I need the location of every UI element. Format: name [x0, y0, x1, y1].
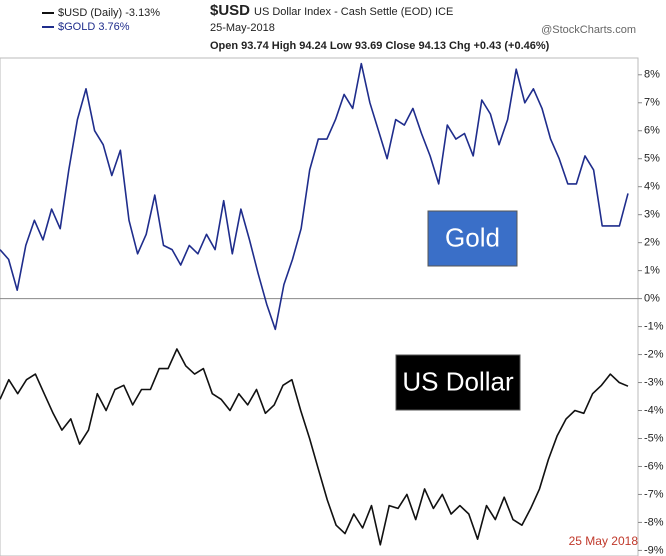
y-tick-label: 8%	[644, 69, 660, 81]
y-tick-label: -4%	[644, 404, 664, 416]
series-line	[0, 62, 629, 331]
y-tick-label: 0%	[644, 293, 660, 305]
y-tick-label: -9%	[644, 544, 664, 556]
legend-label: $GOLD 3.76%	[58, 21, 130, 33]
y-tick-label: -2%	[644, 348, 664, 360]
y-tick-label: 7%	[644, 97, 660, 109]
annotation-box	[427, 210, 518, 267]
quote: Open 93.74 High 94.24 Low 93.69 Close 94…	[210, 40, 550, 52]
y-tick-label: -3%	[644, 376, 664, 388]
y-tick-label: 1%	[644, 265, 660, 277]
chart-title: US Dollar Index - Cash Settle (EOD) ICE	[254, 6, 453, 18]
y-tick-label: 4%	[644, 181, 660, 193]
chart-date: 25-May-2018	[210, 22, 275, 34]
y-tick-label: 5%	[644, 153, 660, 165]
y-tick-label: -7%	[644, 488, 664, 500]
annotation: Gold	[445, 222, 500, 252]
y-tick-label: -1%	[644, 320, 664, 332]
source: @StockCharts.com	[541, 24, 636, 36]
y-tick-label: 3%	[644, 209, 660, 221]
annotation: US Dollar	[402, 366, 514, 396]
y-tick-label: -5%	[644, 432, 664, 444]
y-tick-label: 2%	[644, 237, 660, 249]
y-tick-label: -8%	[644, 516, 664, 528]
annotation-box	[395, 354, 521, 411]
y-tick-label: -6%	[644, 460, 664, 472]
legend-label: $USD (Daily) -3.13%	[58, 7, 160, 19]
series-line	[0, 348, 629, 546]
annotation: 25 May 2018	[569, 534, 639, 548]
chart-symbol: $USD	[210, 2, 250, 19]
y-tick-label: 6%	[644, 125, 660, 137]
